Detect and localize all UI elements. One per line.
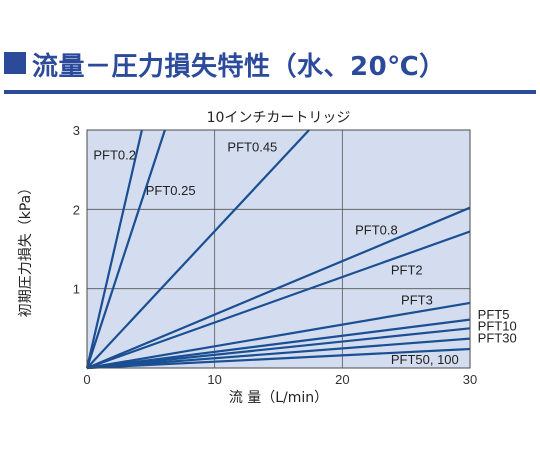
chart-title: 10インチカートリッジ (207, 110, 351, 126)
series-line-pft30 (86, 337, 471, 370)
x-tick-label: 30 (463, 372, 477, 387)
plot-area (87, 130, 470, 368)
series-label-pft10: PFT10 (478, 319, 517, 334)
series-label-pft0-45: PFT0.45 (227, 139, 277, 154)
series-label-pft0-2: PFT0.2 (93, 147, 136, 162)
series-label-pft0-25: PFT0.25 (146, 183, 196, 198)
plot-frame (86, 129, 471, 369)
y-axis-label: 初期圧力損失（kPa） (17, 181, 34, 318)
series-label-pft2: PFT2 (391, 262, 423, 277)
series-lines (85, 129, 471, 370)
y-tick-label: 1 (73, 282, 80, 297)
series-line-pft0-8 (86, 206, 471, 370)
x-axis-label: 流 量（L/min） (229, 390, 328, 406)
header-rule (4, 90, 536, 94)
series-label-pft0-8: PFT0.8 (355, 223, 398, 238)
series-label-pft3: PFT3 (401, 293, 433, 308)
x-tick-label: 20 (335, 372, 349, 387)
series-line-pft5 (86, 318, 471, 370)
series-labels: PFT0.2PFT0.25PFT0.45PFT0.8PFT2PFT3PFT5PF… (93, 139, 516, 367)
y-tick-label: 2 (73, 202, 80, 217)
series-line-pft3 (86, 301, 471, 370)
title-square-icon (4, 52, 26, 74)
series-line-pft0-2 (85, 129, 143, 369)
header: 流量－圧力損失特性（水、20℃） (0, 40, 540, 102)
series-line-pft10 (86, 327, 471, 370)
series-line-pft50-100 (86, 347, 471, 370)
page-title: 流量－圧力損失特性（水、20℃） (32, 52, 446, 82)
series-line-pft0-45 (86, 129, 310, 369)
y-tick-label: 3 (73, 123, 80, 138)
series-line-pft2 (86, 230, 471, 370)
x-tick-label: 0 (83, 372, 90, 387)
tick-labels: 0 10 20 30 1 2 3 (73, 123, 477, 387)
series-label-pft5: PFT5 (478, 307, 510, 322)
series-label-pft50-100: PFT50, 100 (391, 352, 459, 367)
series-label-pft30: PFT30 (478, 331, 517, 346)
grid (87, 130, 470, 368)
x-tick-label: 10 (207, 372, 221, 387)
series-line-pft0-25 (85, 129, 166, 369)
